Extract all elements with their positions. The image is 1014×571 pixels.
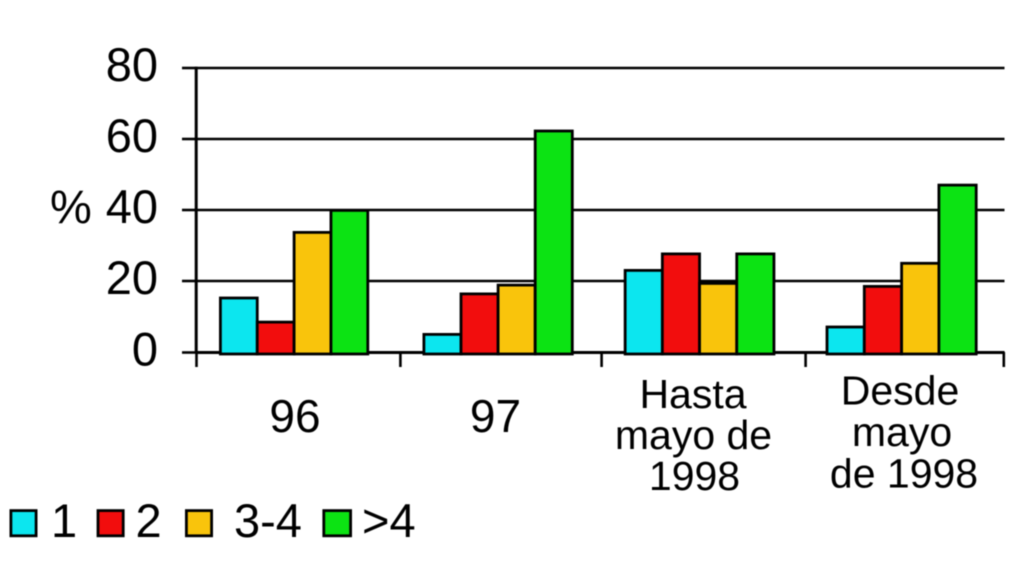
svg-text:0: 0 <box>132 323 158 376</box>
svg-text:96: 96 <box>269 390 320 442</box>
svg-text:1998: 1998 <box>649 453 740 499</box>
svg-text:Hasta: Hasta <box>639 371 746 417</box>
svg-text:20: 20 <box>106 251 158 304</box>
svg-text:97: 97 <box>470 390 521 442</box>
svg-text:de 1998: de 1998 <box>830 451 978 497</box>
svg-text:60: 60 <box>106 109 158 162</box>
svg-text:mayo: mayo <box>852 409 952 455</box>
svg-text:>4: >4 <box>362 494 416 547</box>
svg-text:40: 40 <box>106 180 158 233</box>
svg-text:1: 1 <box>51 494 77 547</box>
svg-text:3-4: 3-4 <box>234 494 302 547</box>
svg-text:mayo de: mayo de <box>615 412 772 458</box>
svg-text:2: 2 <box>136 494 162 547</box>
svg-text:%: % <box>50 180 92 233</box>
svg-text:80: 80 <box>106 38 158 91</box>
svg-text:Desde: Desde <box>841 368 960 414</box>
